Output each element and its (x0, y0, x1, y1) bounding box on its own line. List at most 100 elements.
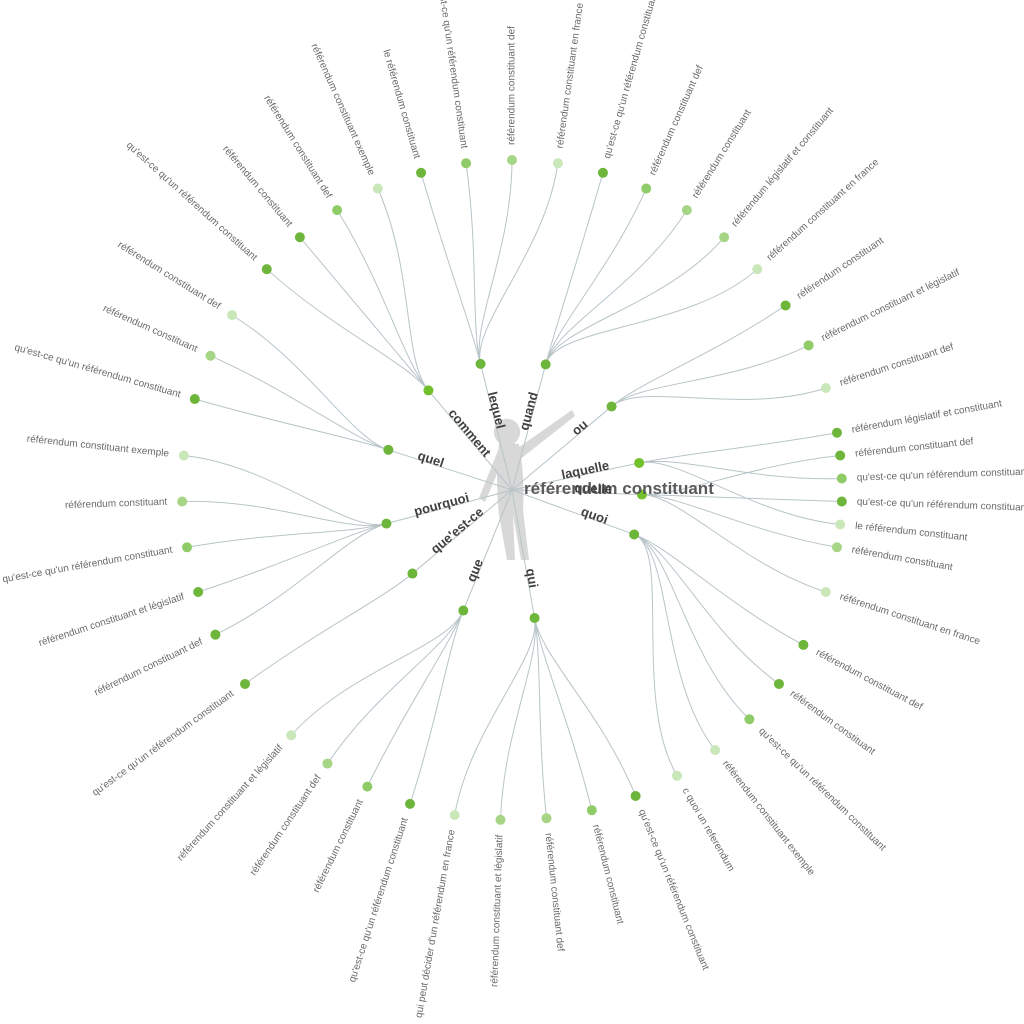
branch-label-ou: ou (569, 416, 591, 438)
leaf-label: qu'est-ce qu'un référendum constituant (90, 688, 236, 798)
leaf-label: référendum constituant et législatif (489, 834, 505, 987)
leaf-node (631, 791, 641, 801)
edge-branch-to-leaf (642, 495, 826, 592)
branch-label-quand: quand (516, 390, 541, 432)
leaf-node (450, 810, 460, 820)
leaf-node (507, 155, 517, 165)
leaf-label: référendum constituant en france (838, 592, 981, 648)
edge-branch-to-leaf (634, 534, 749, 719)
leaf-node (835, 451, 845, 461)
leaf-label: qu'est-ce qu'un référendum constituant (857, 467, 1024, 484)
leaf-label: qu'est-ce qu'un référendum constituant (434, 0, 469, 149)
branch-label-comment: comment (445, 406, 494, 460)
branch-node-questce (407, 569, 417, 579)
leaf-node (190, 394, 200, 404)
branch-node-qui (530, 613, 540, 623)
branch-node-quand (541, 359, 551, 369)
leaf-label: qu'est-ce qu'un référendum constituant (13, 342, 182, 400)
leaf-node (804, 340, 814, 350)
leaf-node (177, 497, 187, 507)
leaf-node (373, 184, 383, 194)
leaf-node (541, 813, 551, 823)
leaf-node (210, 630, 220, 640)
leaf-label: référendum constituant def (855, 436, 975, 459)
branch-label-lequel: lequel (485, 390, 509, 430)
leaf-label: référendum constituant def (814, 647, 924, 713)
leaf-node (832, 428, 842, 438)
branch-label-qui: qui (523, 567, 541, 589)
leaf-node (362, 782, 372, 792)
leaf-label: référendum constituant def (261, 94, 333, 201)
leaf-label: référendum constituant exemple (26, 434, 170, 460)
leaf-node (832, 542, 842, 552)
leaf-label: le référendum constituant (855, 521, 969, 544)
edge-branch-to-leaf (639, 461, 842, 478)
branch-node-quoi (629, 529, 639, 539)
leaf-label: référendum constituant def (542, 833, 565, 953)
leaf-label: qu'est-ce qu'un référendum constituant (347, 816, 411, 983)
center-label: référendum constituant (524, 479, 714, 498)
leaf-label: référendum constituant (220, 144, 294, 230)
edge-branch-to-leaf (634, 534, 803, 644)
leaf-label: référendum constituant def (93, 636, 205, 698)
edge-branch-to-leaf (195, 399, 389, 450)
branch-label-quelle: quelle (574, 480, 612, 496)
leaf-node (710, 745, 720, 755)
leaf-node (798, 640, 808, 650)
leaf-node (598, 168, 608, 178)
leaf-node (495, 815, 505, 825)
edge-branch-to-leaf (535, 618, 636, 796)
leaf-node (193, 587, 203, 597)
branch-node-pourquoi (381, 519, 391, 529)
leaf-label: qu'est-ce qu'un référendum constituant (857, 497, 1024, 514)
branch-node-que (458, 606, 468, 616)
leaf-node (641, 184, 651, 194)
leaf-node (672, 771, 682, 781)
branch-label-quel: quel (416, 448, 446, 471)
leaf-node (240, 679, 250, 689)
leaf-node (774, 679, 784, 689)
leaf-label: le référendum constituant (380, 48, 422, 160)
edge-branch-to-leaf (535, 618, 547, 818)
leaf-label: référendum constituant (590, 823, 625, 925)
edge-branch-to-leaf (187, 524, 386, 548)
leaf-label: référendum constituant (65, 497, 168, 512)
leaf-node (553, 158, 563, 168)
leaf-label: référendum constituant en france (555, 2, 586, 149)
leaf-node (416, 168, 426, 178)
edge-branch-to-leaf (612, 388, 826, 406)
leaf-label: référendum constituant exemple (308, 42, 376, 177)
edge-branch-to-leaf (182, 501, 386, 525)
leaf-node (179, 451, 189, 461)
branch-label-quoi: quoi (579, 504, 610, 527)
leaf-node (837, 473, 847, 483)
edge-branch-to-leaf (634, 534, 677, 775)
edge-branch-to-leaf (421, 173, 481, 364)
edge-branch-to-leaf (546, 269, 758, 364)
leaf-node (405, 799, 415, 809)
edge-branch-to-leaf (337, 210, 428, 390)
leaf-label: qu'est-ce qu'un référendum constituant (636, 808, 711, 972)
leaf-label: référendum constituant def (647, 64, 706, 177)
leaf-label: référendum constituant def (507, 26, 518, 145)
branch-node-comment (423, 385, 433, 395)
leaf-label: référendum constituant def (116, 240, 223, 312)
edge-branch-to-leaf (642, 495, 837, 548)
leaf-label: c quoi un referendum (680, 786, 737, 873)
leaf-node (461, 158, 471, 168)
leaf-node (744, 714, 754, 724)
edge-branch-to-leaf (215, 524, 386, 635)
edge-branch-to-leaf (546, 189, 647, 365)
edge-branch-to-leaf (546, 210, 687, 364)
branch-label-que: que (463, 557, 486, 584)
leaf-node (781, 300, 791, 310)
edge-branch-to-leaf (639, 433, 837, 463)
leaf-label: référendum constituant def (838, 341, 955, 388)
leaf-node (227, 310, 237, 320)
edge-branch-to-leaf (634, 534, 715, 750)
radial-tree-diagram: référendum constituantquelleréférendum c… (0, 0, 1024, 1024)
leaf-label: référendum constituant (851, 545, 954, 574)
edge-branch-to-leaf (479, 160, 512, 364)
leaf-node (206, 351, 216, 361)
leaf-node (835, 519, 845, 529)
